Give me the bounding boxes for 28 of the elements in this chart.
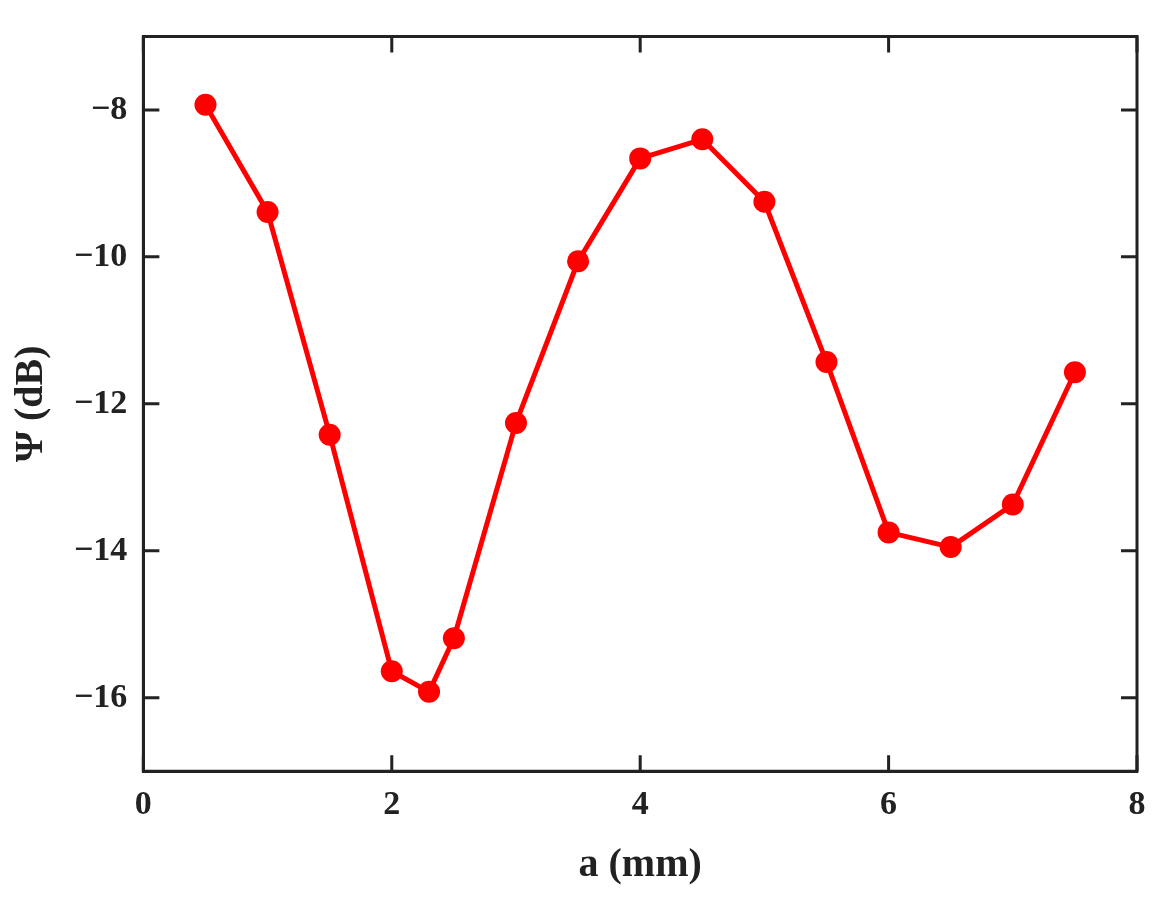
y-axis-title: Ψ (dB)	[6, 345, 52, 463]
y-tick-label: −16	[74, 676, 128, 714]
point	[380, 660, 403, 683]
y-tick-label: −8	[91, 88, 128, 126]
point	[815, 350, 838, 373]
y-tick-label: −12	[74, 382, 128, 420]
point	[629, 147, 652, 170]
point	[194, 93, 217, 116]
x-tick-label: 8	[1128, 784, 1146, 822]
x-tick-label: 0	[134, 784, 152, 822]
x-tick-label: 6	[880, 784, 898, 822]
point	[418, 680, 441, 703]
y-tick-label: −10	[74, 235, 128, 273]
y-tick-label: −14	[74, 529, 128, 567]
point	[939, 536, 962, 559]
point	[504, 411, 527, 434]
point	[691, 128, 714, 151]
x-tick-label: 2	[383, 784, 401, 822]
point	[567, 250, 590, 273]
point	[753, 190, 776, 213]
point	[318, 423, 341, 446]
point	[442, 627, 465, 650]
point	[877, 521, 900, 544]
x-axis-title: a (mm)	[578, 840, 702, 886]
point	[1001, 493, 1024, 516]
x-tick-label: 4	[631, 784, 649, 822]
point	[256, 201, 279, 224]
point	[1063, 361, 1086, 384]
